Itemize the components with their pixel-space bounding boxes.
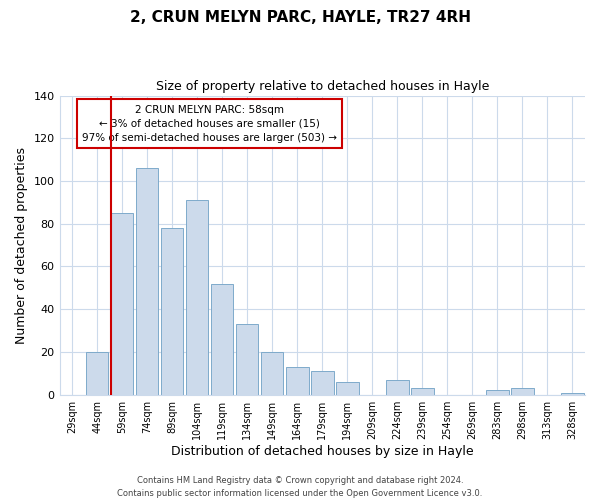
- Bar: [211, 284, 233, 395]
- Title: Size of property relative to detached houses in Hayle: Size of property relative to detached ho…: [155, 80, 489, 93]
- Bar: [236, 324, 259, 394]
- Bar: [136, 168, 158, 394]
- Bar: [511, 388, 534, 394]
- X-axis label: Distribution of detached houses by size in Hayle: Distribution of detached houses by size …: [171, 444, 473, 458]
- Bar: [311, 371, 334, 394]
- Text: 2, CRUN MELYN PARC, HAYLE, TR27 4RH: 2, CRUN MELYN PARC, HAYLE, TR27 4RH: [130, 10, 470, 25]
- Bar: [336, 382, 359, 394]
- Y-axis label: Number of detached properties: Number of detached properties: [15, 146, 28, 344]
- Bar: [161, 228, 184, 394]
- Bar: [561, 392, 584, 394]
- Bar: [411, 388, 434, 394]
- Bar: [486, 390, 509, 394]
- Bar: [111, 213, 133, 394]
- Bar: [286, 367, 308, 394]
- Text: Contains HM Land Registry data © Crown copyright and database right 2024.
Contai: Contains HM Land Registry data © Crown c…: [118, 476, 482, 498]
- Text: 2 CRUN MELYN PARC: 58sqm
← 3% of detached houses are smaller (15)
97% of semi-de: 2 CRUN MELYN PARC: 58sqm ← 3% of detache…: [82, 104, 337, 142]
- Bar: [86, 352, 109, 395]
- Bar: [261, 352, 283, 395]
- Bar: [186, 200, 208, 394]
- Bar: [386, 380, 409, 394]
